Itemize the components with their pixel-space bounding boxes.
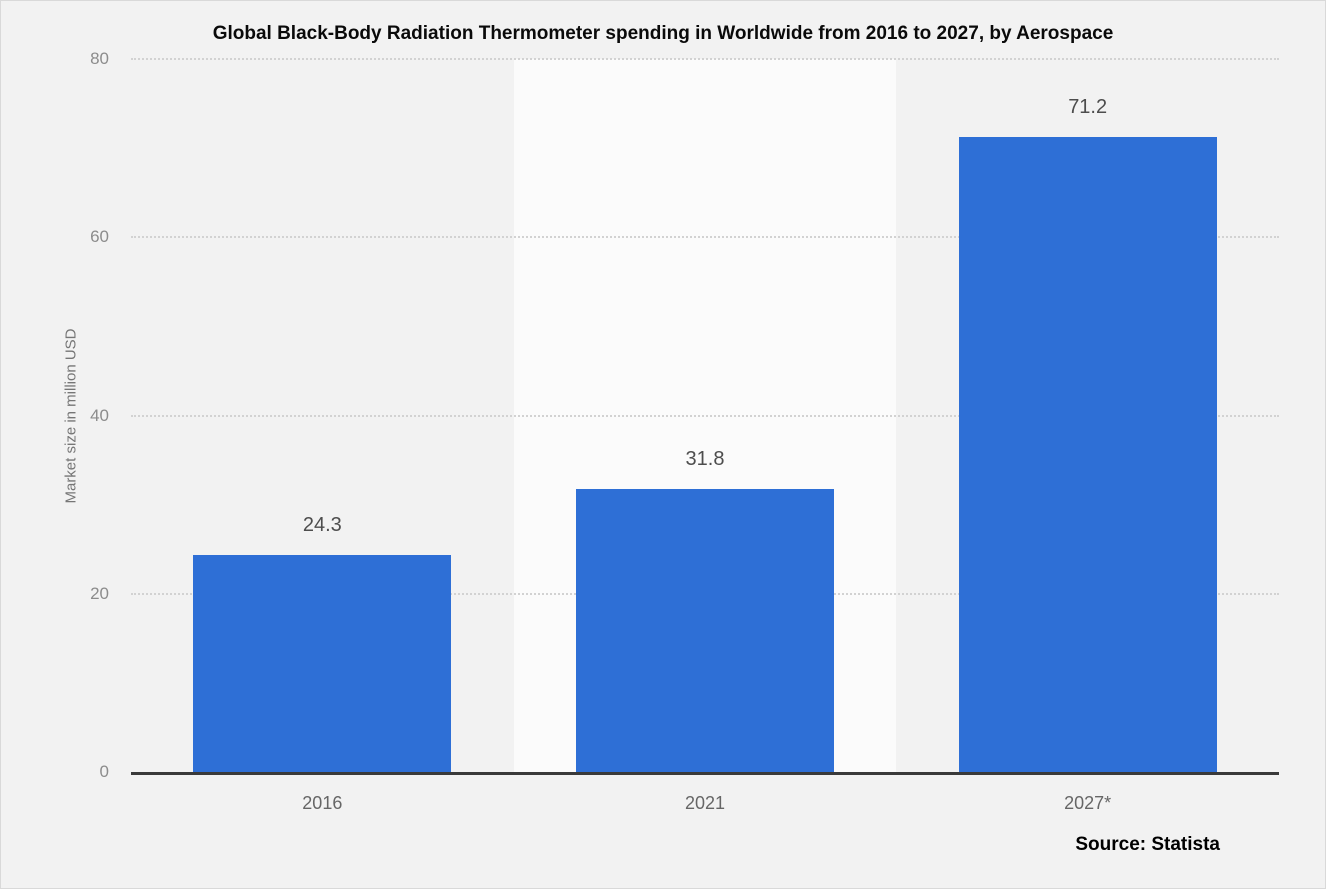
bar-value-2016: 24.3: [302, 514, 342, 537]
y-tick-label-20: 20: [90, 583, 109, 603]
chart-title: Global Black-Body Radiation Thermometer …: [212, 23, 1114, 44]
x-tick-label-2021: 2021: [684, 793, 726, 813]
source-label: Source: Statista: [1075, 834, 1220, 855]
gridline-80: [131, 58, 1279, 60]
x-tick-label-2027*: 2027*: [1064, 793, 1112, 813]
bar-2021: [576, 488, 834, 772]
gridline-60: [131, 236, 1279, 239]
y-tick-label-0: 0: [99, 762, 109, 781]
gridline-40: [131, 414, 1279, 417]
bar-2016: [193, 555, 452, 772]
y-tick-label-40: 40: [90, 405, 109, 425]
bar-value-2021: 31.8: [685, 447, 725, 470]
x-axis-line: [131, 772, 1279, 775]
y-tick-label-60: 60: [90, 227, 109, 247]
x-tick-label-2016: 2016: [302, 793, 343, 813]
bar-2027*: [958, 137, 1217, 772]
y-tick-label-80: 80: [90, 49, 109, 68]
bar-value-2027*: 71.2: [1068, 96, 1108, 119]
